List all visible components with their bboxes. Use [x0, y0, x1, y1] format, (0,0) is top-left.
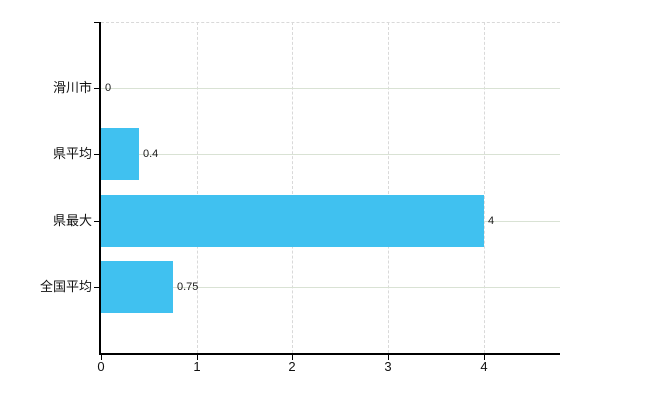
bar-value-label: 0.4: [143, 148, 159, 160]
bar-value-label: 4: [488, 215, 495, 227]
x-tick-label: 1: [193, 359, 201, 374]
bar: [101, 195, 484, 247]
x-tick-mark: [292, 354, 293, 360]
x-tick-mark: [101, 354, 102, 360]
x-tick-mark: [388, 354, 389, 360]
x-tick-mark: [197, 354, 198, 360]
bar: [101, 261, 173, 313]
v-gridline: [196, 22, 198, 353]
y-tick-mark: [94, 88, 101, 89]
x-tick-label: 4: [480, 359, 488, 374]
x-tick-label: 2: [288, 359, 296, 374]
y-tick-mark: [94, 22, 101, 23]
v-gridline: [483, 22, 485, 353]
bar-value-label: 0: [105, 82, 112, 94]
bar: [101, 128, 139, 180]
v-gridline: [387, 22, 389, 353]
plot-top-border: [101, 22, 560, 23]
category-label: 県平均: [52, 146, 92, 161]
category-label: 県最大: [52, 213, 92, 228]
v-gridline: [292, 22, 294, 353]
h-gridline: [101, 154, 560, 155]
x-tick-mark: [484, 354, 485, 360]
category-label: 滑川市: [52, 80, 92, 95]
y-tick-mark: [94, 154, 101, 155]
bar-value-label: 0.75: [177, 281, 199, 293]
y-tick-mark: [94, 221, 101, 222]
plot-area: 0 0.4 4 0.75: [94, 22, 560, 353]
h-gridline: [101, 88, 560, 89]
category-label: 全国平均: [39, 279, 92, 294]
x-tick-label: 0: [97, 359, 105, 374]
y-axis-line: [99, 22, 101, 355]
h-gridline: [101, 287, 560, 288]
y-tick-mark: [94, 287, 101, 288]
x-tick-label: 3: [384, 359, 392, 374]
x-axis-line: [99, 353, 560, 355]
